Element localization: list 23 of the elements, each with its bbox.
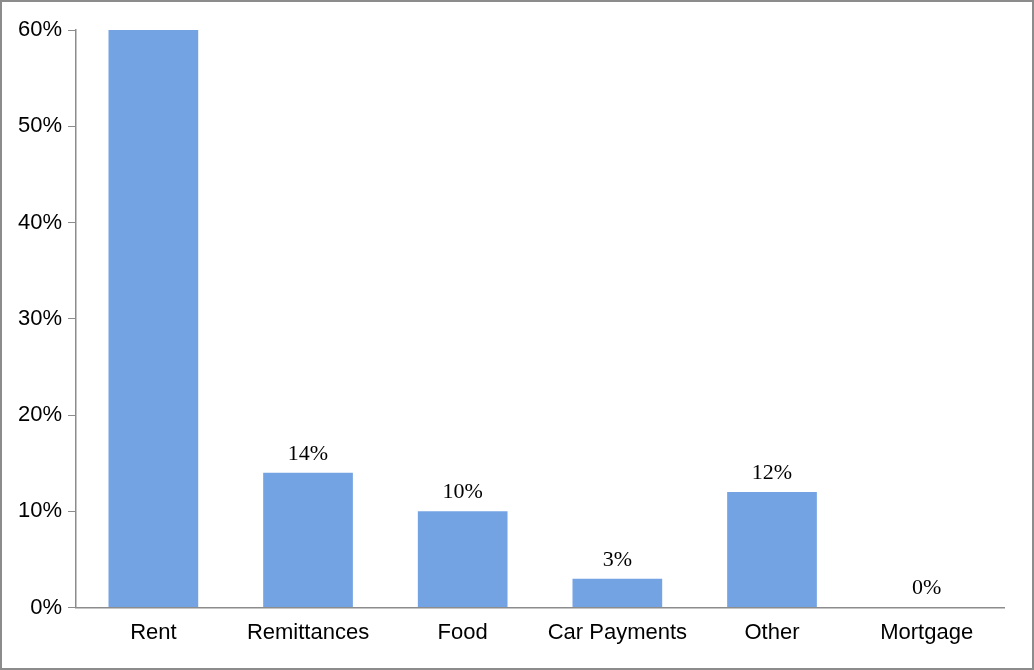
bar bbox=[572, 578, 663, 608]
y-tick-label: 0% bbox=[30, 593, 63, 619]
y-tick-label: 10% bbox=[17, 497, 63, 523]
x-tick-label: Food bbox=[437, 618, 488, 644]
data-label: 10% bbox=[442, 478, 483, 504]
bar bbox=[263, 472, 353, 608]
bar bbox=[108, 30, 199, 608]
data-label: 14% bbox=[287, 439, 329, 465]
y-tick-label: 60% bbox=[17, 16, 63, 42]
data-label: 3% bbox=[602, 545, 633, 571]
x-tick-label: Rent bbox=[130, 618, 177, 644]
data-label: 12% bbox=[751, 458, 793, 484]
bar bbox=[727, 492, 817, 608]
data-label: 0% bbox=[912, 574, 942, 600]
x-tick-label: Mortgage bbox=[880, 618, 974, 644]
x-tick-label: Car Payments bbox=[547, 618, 688, 644]
bar bbox=[417, 511, 508, 608]
y-tick-label: 30% bbox=[17, 304, 63, 330]
y-tick-label: 20% bbox=[17, 401, 63, 427]
x-tick-label: Other bbox=[744, 618, 800, 644]
x-tick-label: Remittances bbox=[246, 618, 370, 644]
y-tick-label: 50% bbox=[17, 112, 63, 138]
y-tick-label: 40% bbox=[17, 208, 63, 234]
